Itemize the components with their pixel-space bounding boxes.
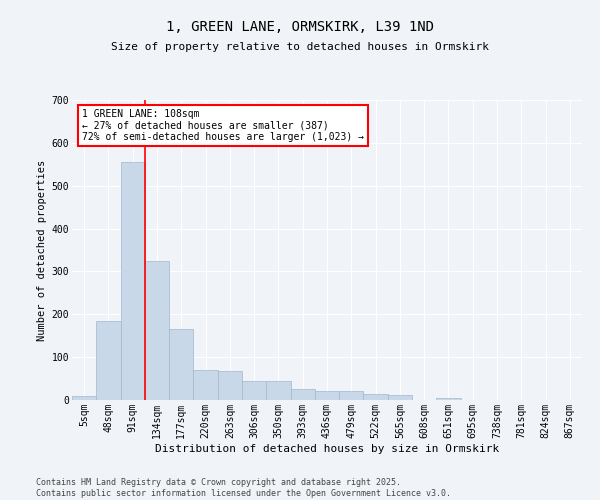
Bar [242,380,266,400]
Y-axis label: Number of detached properties: Number of detached properties [37,160,47,340]
Bar [121,162,145,400]
Bar [96,320,121,400]
Bar [436,398,461,400]
Text: Size of property relative to detached houses in Ormskirk: Size of property relative to detached ho… [111,42,489,52]
Bar [388,395,412,400]
X-axis label: Distribution of detached houses by size in Ormskirk: Distribution of detached houses by size … [155,444,499,454]
Bar [364,394,388,400]
Text: 1, GREEN LANE, ORMSKIRK, L39 1ND: 1, GREEN LANE, ORMSKIRK, L39 1ND [166,20,434,34]
Bar [315,390,339,400]
Bar [218,371,242,400]
Text: 1 GREEN LANE: 108sqm
← 27% of detached houses are smaller (387)
72% of semi-deta: 1 GREEN LANE: 108sqm ← 27% of detached h… [82,109,364,142]
Bar [339,392,364,400]
Bar [193,370,218,400]
Bar [145,260,169,400]
Bar [290,390,315,400]
Text: Contains HM Land Registry data © Crown copyright and database right 2025.
Contai: Contains HM Land Registry data © Crown c… [36,478,451,498]
Bar [169,330,193,400]
Bar [72,396,96,400]
Bar [266,380,290,400]
